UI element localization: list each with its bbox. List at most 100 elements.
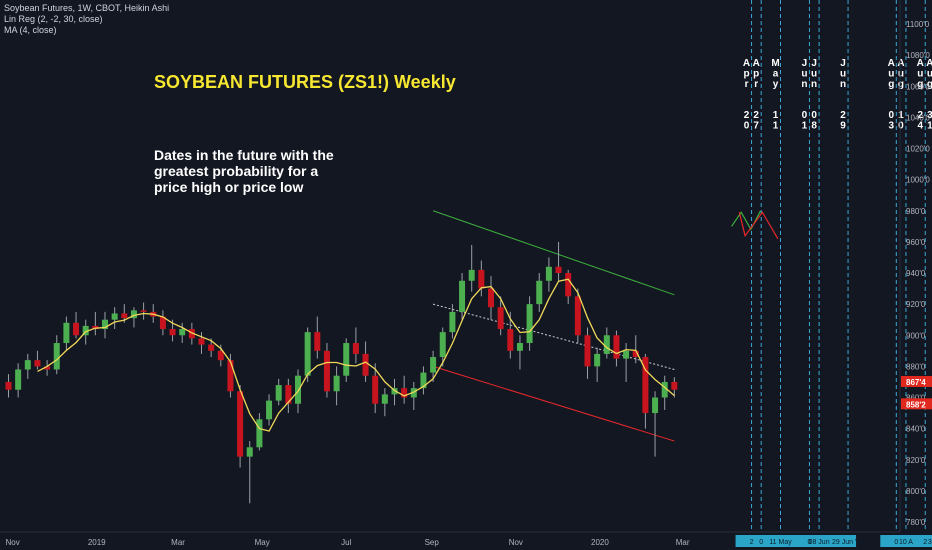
projection-date-label: Jun 01 [801,58,807,131]
note-line-2: greatest probability for a [154,163,319,179]
candle-body [352,343,359,354]
projection-date-char: p [743,68,749,79]
candle-body [246,447,253,457]
candle-body [545,266,552,281]
legend-ma: MA (4, close) [4,25,57,35]
candle-body [632,350,639,358]
projection-date-char: 1 [927,120,932,131]
projection-date-char: u [840,68,846,79]
candle-body [439,332,446,358]
candle-body [661,381,668,398]
projection-date-char: g [898,79,904,90]
time-axis-tick: Jul [341,538,351,547]
projection-date-char: M [771,58,779,69]
time-axis-tick: 2020 [591,538,609,547]
candle-body [488,288,494,308]
projection-date-char: A [743,58,750,69]
projection-date-char: J [811,58,817,69]
candle-body [642,357,649,414]
price-axis-tick: 920'0 [906,300,926,309]
price-axis-tick: 900'0 [906,331,926,340]
projection-zigzag-green [731,210,762,231]
projection-date-char: u [917,68,923,79]
note-line-3: price high or price low [154,179,304,195]
candle-body [198,338,205,345]
moving-average-line [37,278,675,432]
candle-body [584,335,591,367]
candle-body [237,391,244,457]
projection-date-char: u [801,68,807,79]
price-axis-tick: 1060'0 [906,82,930,91]
candle-body [507,329,514,351]
candle-body [526,304,533,344]
candle-body [333,375,340,392]
projection-date-label: Jun 29 [840,58,846,131]
projection-date-char: 3 [889,120,895,131]
candle-body [5,381,12,390]
price-axis-tick: 1040'0 [906,113,930,122]
candle-body [256,419,263,448]
price-label-text: 858'2 [906,400,926,409]
projection-date-char: r [745,79,749,90]
candle-body [140,310,147,312]
candle-body [536,280,543,305]
candle-body [459,280,466,312]
candle-body [130,310,137,319]
candle-body [430,357,437,373]
projection-date-char: 0 [898,120,904,131]
price-axis-tick: 780'0 [906,518,926,527]
projection-date-char: u [898,68,904,79]
candle-body [304,332,311,376]
projection-date-char: 3 [927,110,932,121]
date-label-text: 10 A [899,539,913,546]
candle-body [497,307,504,330]
candle-body [603,335,610,354]
candle-body [188,329,195,339]
candle-body [92,325,99,330]
price-axis-tick: 960'0 [906,238,926,247]
price-axis-tick: 1100'0 [906,20,930,29]
projection-date-char: 1 [802,120,808,131]
price-label-box [901,398,932,410]
candle-body [111,313,118,320]
candle-body [574,296,581,336]
candle-body [208,344,215,351]
projection-date-char: 1 [898,110,904,121]
projection-date-char: a [773,68,779,79]
date-label-box [735,535,857,547]
price-axis-tick: 940'0 [906,269,926,278]
projection-date-char: 0 [811,110,817,121]
date-label-text: 11 May [769,539,792,546]
projection-date-char: 0 [744,120,750,131]
time-axis-tick: 2019 [88,538,106,547]
candle-body [73,322,80,336]
time-axis-tick: Nov [509,538,523,547]
projection-date-label: Apr 20 [743,58,750,131]
projection-date-char: A [897,58,904,69]
projection-date-char: A [888,58,895,69]
date-label-text: 0 [807,539,811,546]
price-axis-tick: 1080'0 [906,51,930,60]
price-axis-tick: 840'0 [906,425,926,434]
date-label-text: 0 [759,539,763,546]
projection-date-char: 8 [811,120,817,131]
chart-legend: Soybean Futures, 1W, CBOT, Heikin Ashi L… [4,3,169,36]
projection-date-char: 7 [753,120,759,131]
projection-date-char: 4 [917,120,923,131]
price-axis-tick: 800'0 [906,487,926,496]
candle-body [516,343,523,351]
projection-date-char: 1 [773,120,779,131]
time-axis-tick: Nov [6,538,20,547]
candle-body [53,343,60,370]
candle-body [285,385,292,404]
date-label-text: 2 [750,539,754,546]
candle-body [623,350,630,359]
projection-date-char: A [917,58,924,69]
lower-channel-line [432,365,675,442]
candle-body [314,332,321,351]
projection-date-label: Jun 08 [811,58,817,131]
date-label-text: 0 [894,539,898,546]
projection-date-label: Aug 03 [888,58,895,131]
price-axis-tick: 1000'0 [906,176,930,185]
